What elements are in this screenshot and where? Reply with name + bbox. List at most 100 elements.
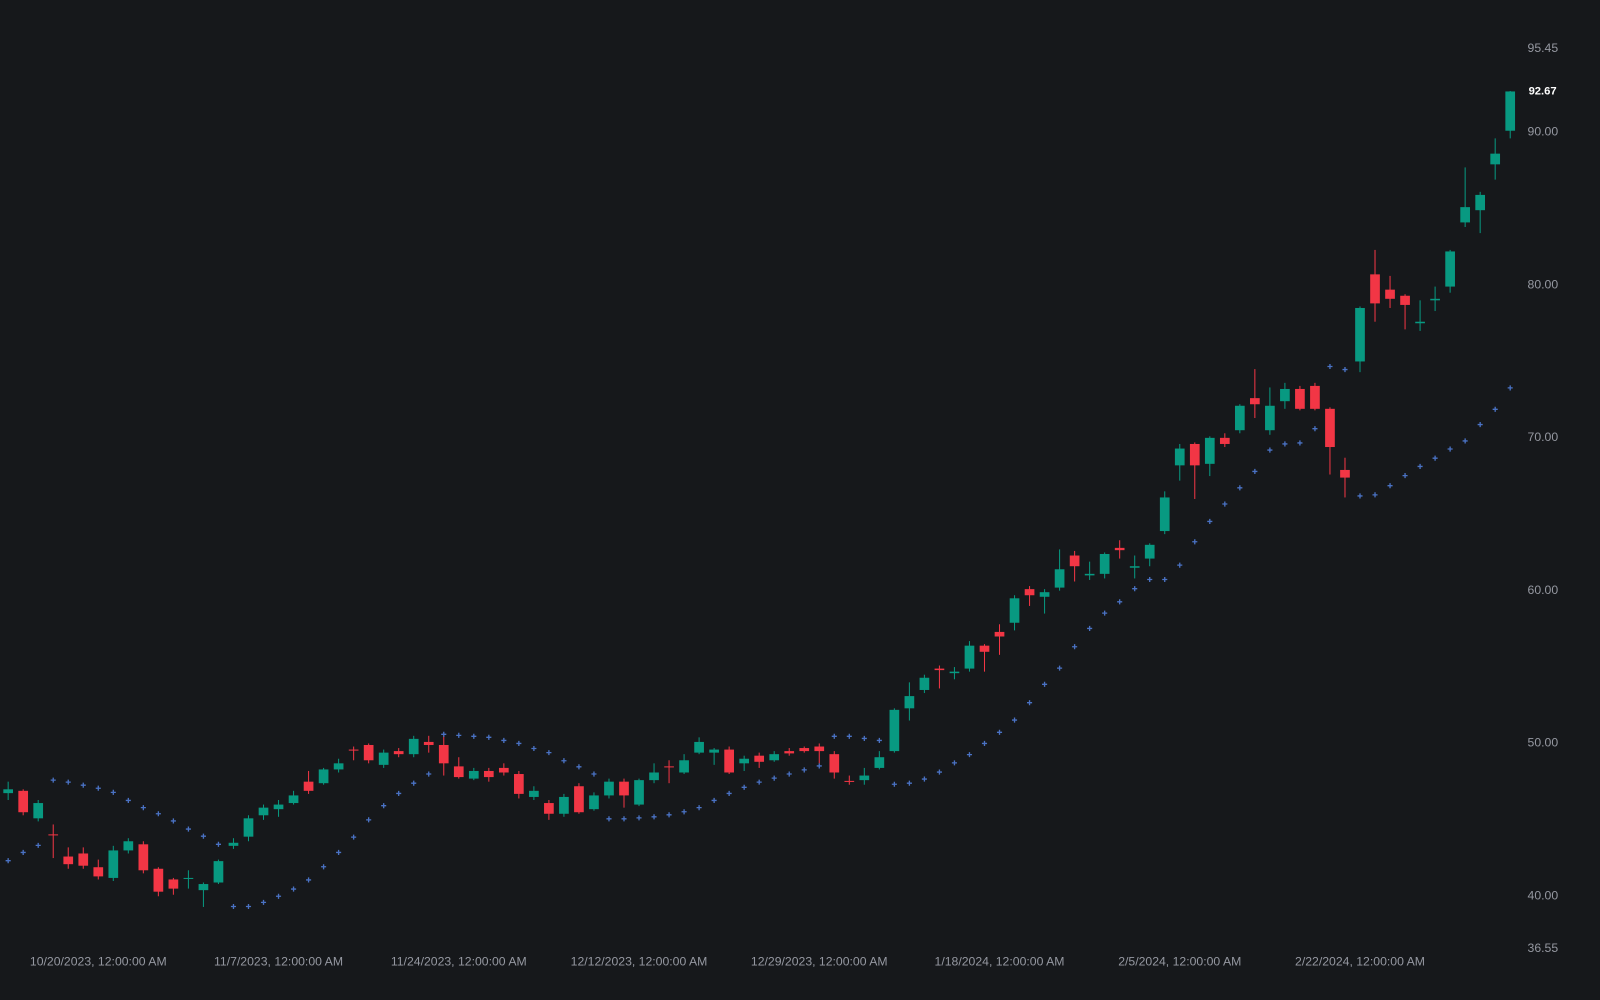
- candle-body: [1310, 385, 1320, 409]
- candle-body: [664, 766, 674, 768]
- sar-point: [516, 740, 522, 747]
- candle-body: [619, 781, 629, 796]
- sar-point: [381, 803, 387, 809]
- candle-body: [679, 760, 689, 773]
- candle-body: [3, 789, 14, 794]
- candle-body: [634, 780, 644, 805]
- candle-body: [574, 786, 584, 813]
- x-tick-label: 10/20/2023, 12:00:00 AM: [30, 954, 167, 968]
- candle-body: [874, 757, 885, 768]
- candle-body: [1250, 398, 1260, 405]
- candle-body: [363, 744, 374, 761]
- candle-body: [1219, 437, 1230, 444]
- sar-point: [35, 842, 41, 848]
- candle-body: [754, 755, 765, 762]
- candle-body: [228, 842, 239, 846]
- x-tick-label: 12/12/2023, 12:00:00 AM: [571, 954, 708, 968]
- sar-point: [411, 780, 417, 786]
- sar-point: [1417, 463, 1423, 469]
- y-tick-label: 80.00: [1528, 277, 1559, 291]
- sar-point: [1342, 367, 1348, 373]
- sar-point: [981, 740, 988, 747]
- sar-point: [275, 893, 282, 899]
- candle-body: [1505, 91, 1516, 131]
- candle-body: [378, 752, 389, 765]
- sar-point: [711, 797, 717, 804]
- sar-point: [1372, 492, 1378, 498]
- candle-body: [1234, 405, 1245, 431]
- candle-body: [1280, 388, 1290, 402]
- candle-body: [1039, 592, 1050, 597]
- sar-point: [1387, 483, 1393, 489]
- candle-body: [709, 749, 719, 753]
- sar-point: [666, 812, 672, 818]
- sar-point: [1327, 363, 1333, 370]
- candle-body: [408, 738, 419, 755]
- sar-point: [1011, 717, 1018, 723]
- sar-point: [110, 789, 116, 795]
- candle-body: [393, 751, 404, 755]
- sar-point: [185, 826, 191, 832]
- candle-body: [18, 790, 29, 813]
- candle-body: [453, 766, 464, 778]
- sar-point: [726, 790, 732, 796]
- last-price-label: 92.67: [1529, 85, 1557, 97]
- sar-point: [951, 760, 957, 766]
- candle-body: [544, 803, 554, 814]
- sar-point: [65, 779, 71, 785]
- sar-point: [801, 767, 807, 773]
- x-tick-label: 2/5/2024, 12:00:00 AM: [1118, 954, 1241, 968]
- candle-body: [333, 763, 344, 770]
- sar-point: [576, 764, 582, 770]
- sar-point: [1432, 455, 1438, 461]
- candle-body: [243, 818, 254, 837]
- candle-body: [153, 868, 164, 892]
- sar-point: [1132, 586, 1138, 592]
- candle-body: [1385, 289, 1395, 299]
- candle-body: [273, 804, 284, 810]
- sar-point: [546, 750, 552, 756]
- x-tick-label: 1/18/2024, 12:00:00 AM: [935, 954, 1065, 968]
- candle-body: [559, 796, 569, 814]
- sar-point: [1207, 518, 1213, 524]
- sar-point: [306, 877, 312, 883]
- candle-body: [514, 774, 524, 794]
- candle-body: [919, 677, 930, 690]
- candle-body: [1325, 408, 1335, 448]
- candle-body: [258, 807, 269, 816]
- sar-point: [291, 886, 297, 892]
- candle-body: [1114, 547, 1125, 551]
- sar-point: [1057, 665, 1063, 671]
- candle-body: [1099, 553, 1110, 574]
- candle-body: [483, 770, 494, 778]
- sar-point: [876, 737, 882, 743]
- sar-point: [1507, 385, 1513, 391]
- candle-body: [1430, 298, 1440, 301]
- candle-body: [769, 754, 780, 761]
- y-tick-label: 40.00: [1528, 888, 1559, 902]
- sar-point: [906, 780, 912, 786]
- candle-body: [183, 877, 194, 879]
- sar-point: [155, 811, 161, 817]
- sar-point: [1087, 625, 1093, 631]
- candle-body: [739, 758, 750, 764]
- x-tick-label: 11/24/2023, 12:00:00 AM: [391, 954, 527, 968]
- candle-body: [694, 741, 704, 753]
- candle-body: [604, 781, 614, 796]
- candle-body: [198, 884, 209, 891]
- sar-point: [321, 864, 327, 870]
- candle-body: [889, 709, 900, 752]
- sar-point: [140, 805, 146, 811]
- candle-body: [724, 749, 734, 773]
- sar-point: [936, 769, 942, 775]
- candle-body: [949, 671, 960, 674]
- candle-body: [1009, 598, 1020, 623]
- candle-body: [438, 744, 449, 764]
- sar-point: [366, 817, 372, 823]
- sar-point: [1462, 438, 1468, 444]
- sar-point: [456, 732, 462, 738]
- sar-point: [486, 734, 492, 740]
- sar-point: [1297, 440, 1303, 446]
